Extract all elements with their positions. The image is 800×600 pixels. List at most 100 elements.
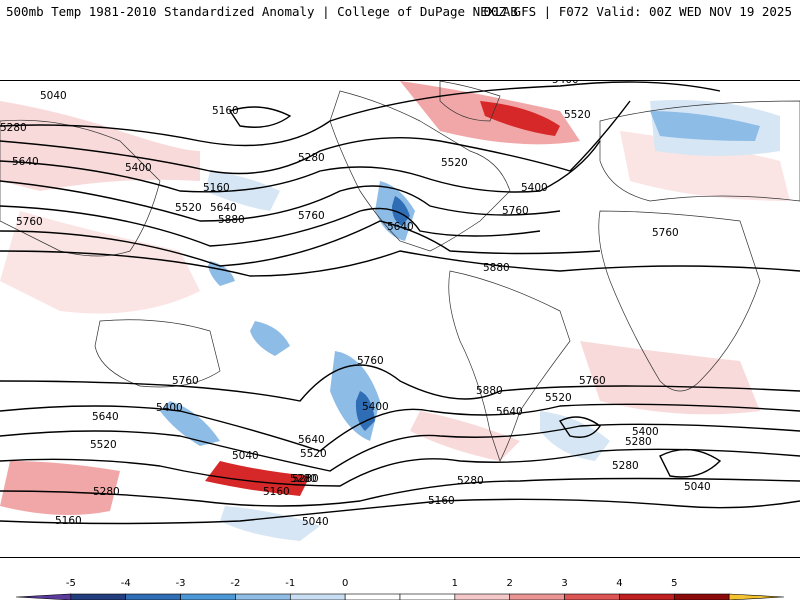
contour-label: 5400 xyxy=(632,426,659,438)
contour-label: 5400 xyxy=(521,182,548,194)
contour-label: 5760 xyxy=(652,227,679,239)
colorbar-tick-label: -5 xyxy=(66,578,76,589)
australia-outline xyxy=(94,319,221,388)
colorbar-tick-label: 2 xyxy=(507,578,513,589)
anomaly-map-svg: 5040 5160 5280 5400 5520 5640 5760 5880 … xyxy=(0,81,800,541)
colorbar-swatch xyxy=(180,593,236,600)
colorbar-swatch xyxy=(125,593,181,600)
contour-label: 5280 xyxy=(298,152,325,164)
contour-label: 5400 xyxy=(362,401,389,413)
contour-line xyxy=(0,205,541,247)
contour-label: 5040 xyxy=(40,90,67,102)
contour-label: 5160 xyxy=(263,486,290,498)
contour-label: 5520 xyxy=(441,157,468,169)
contour-label: 5760 xyxy=(298,210,325,222)
contour-label: 5280 xyxy=(292,473,319,485)
cold-anomaly-area xyxy=(208,261,235,286)
contour-line xyxy=(0,81,721,147)
contour-line xyxy=(0,423,800,472)
map-title: 500mb Temp 1981-2010 Standardized Anomal… xyxy=(6,4,518,19)
warm-anomaly-area xyxy=(0,461,120,515)
warm-anomaly-area xyxy=(205,461,310,496)
contour-label: 5760 xyxy=(502,205,529,217)
contour-line xyxy=(0,140,601,193)
north-america-outline xyxy=(329,90,511,252)
colorbar-swatch xyxy=(454,593,511,600)
cold-anomaly-area xyxy=(160,401,220,446)
greenland-outline xyxy=(439,81,501,122)
contour-label: 5520 xyxy=(300,448,327,460)
contour-label: 5520 xyxy=(175,202,202,214)
contour-label: 5280 xyxy=(0,122,27,134)
contour-label: 5880 xyxy=(476,385,503,397)
model-valid-time: 00Z GFS | F072 Valid: 00Z WED NOV 19 202… xyxy=(483,4,792,19)
contour-label: 5520 xyxy=(90,439,117,451)
contour-label: 5280 xyxy=(625,436,652,448)
cold-anomaly-area xyxy=(540,411,610,461)
colorbar-ticks: -5 -4 -3 -2 -1 0 1 2 3 4 5 xyxy=(66,578,678,589)
height-contours xyxy=(0,81,800,525)
colorbar-swatch xyxy=(399,593,456,600)
contour-line xyxy=(0,180,561,222)
contour-label: 5640 xyxy=(12,156,39,168)
colorbar-tick-label: -3 xyxy=(176,578,186,589)
contour-line xyxy=(228,106,292,128)
colorbar-swatch xyxy=(728,593,785,600)
colorbar-swatch xyxy=(619,593,675,600)
colorbar-swatch xyxy=(70,593,127,600)
contour-line xyxy=(558,416,601,438)
contour-label: 5520 xyxy=(545,392,572,404)
colorbar-tick-label: -4 xyxy=(121,578,131,589)
colorbar-tick-label: -2 xyxy=(230,578,240,589)
cold-anomaly-area xyxy=(355,391,375,431)
colorbar-swatch xyxy=(673,593,730,600)
contour-label: 5160 xyxy=(55,515,82,527)
contour-label: 5640 xyxy=(387,221,414,233)
contour-line xyxy=(0,250,800,277)
contour-label: 5280 xyxy=(640,81,667,82)
contour-label: 5760 xyxy=(579,375,606,387)
colorbar-swatch xyxy=(344,593,401,600)
continent-outlines xyxy=(0,81,800,462)
warm-anomaly-area xyxy=(0,101,200,191)
contour-label: 5400 xyxy=(156,402,183,414)
contour-label: 5760 xyxy=(357,355,384,367)
cold-anomaly-area xyxy=(205,171,280,211)
contour-label: 5280 xyxy=(93,486,120,498)
contour-label: 5160 xyxy=(203,182,230,194)
global-map: 5040 5160 5280 5400 5520 5640 5760 5880 … xyxy=(0,80,800,558)
colorbar-swatches xyxy=(15,593,785,600)
contour-line xyxy=(0,403,800,452)
contour-label: 5280 xyxy=(290,473,317,485)
contour-label: 5760 xyxy=(16,216,43,228)
cold-anomaly-area xyxy=(220,506,320,541)
contour-label: 5280 xyxy=(457,475,484,487)
contour-label: 5400 xyxy=(125,162,152,174)
contour-label: 5160 xyxy=(428,495,455,507)
contour-label: 5640 xyxy=(298,434,325,446)
contour-label: 5040 xyxy=(684,481,711,493)
contour-label: 5400 xyxy=(552,81,579,86)
colorbar-swatch xyxy=(15,593,72,600)
colorbar-swatch xyxy=(289,593,346,600)
contour-line xyxy=(0,364,800,402)
warm-anomaly-area xyxy=(480,101,560,136)
colorbar-tick-label: 5 xyxy=(671,578,677,589)
africa-outline xyxy=(598,210,761,392)
warm-anomaly-area xyxy=(0,211,200,314)
contour-label: 5640 xyxy=(92,411,119,423)
warm-anomaly-area xyxy=(580,341,760,415)
anomaly-colorbar: -5 -4 -3 -2 -1 0 1 2 3 4 5 xyxy=(15,578,785,600)
contour-line xyxy=(0,100,631,175)
contour-line xyxy=(0,477,800,507)
europe-asia-outline xyxy=(599,100,800,202)
cold-anomaly-area xyxy=(250,321,290,356)
colorbar-swatch xyxy=(235,593,291,600)
contour-line xyxy=(0,448,800,487)
contour-line xyxy=(0,220,601,267)
colorbar-tick-label: 1 xyxy=(452,578,458,589)
contour-label: 5640 xyxy=(496,406,523,418)
contour-label: 5040 xyxy=(302,516,329,528)
colorbar-swatch xyxy=(509,593,565,600)
contour-label: 5880 xyxy=(483,262,510,274)
